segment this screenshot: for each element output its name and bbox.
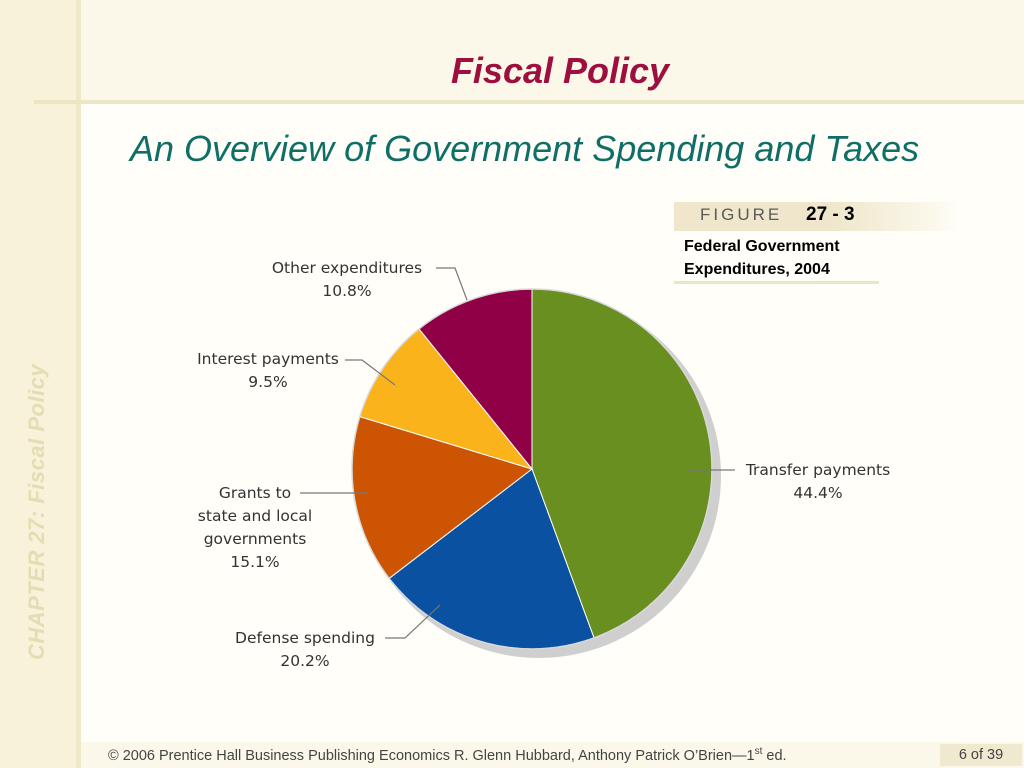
slide-subtitle: An Overview of Government Spending and T…	[130, 128, 920, 169]
title-divider	[34, 100, 1024, 104]
figure-label-band	[674, 202, 959, 231]
footer-band	[81, 742, 1024, 768]
leader-line	[385, 604, 441, 639]
figure-number: 27 - 3	[806, 204, 855, 225]
slice-label: Other expenditures	[272, 259, 422, 277]
figure-word: FIGURE	[700, 205, 783, 224]
leader-line	[345, 359, 396, 386]
slice-label: governments	[204, 530, 307, 548]
left-sidebar-band	[0, 0, 80, 768]
figure-caption-line: Expenditures, 2004	[684, 261, 830, 278]
footer-text-end: ed.	[762, 747, 787, 764]
footer-text: © 2006 Prentice Hall Business Publishing…	[108, 747, 755, 764]
page-number: 6 of 39	[940, 744, 1022, 766]
figure-caption-divider	[674, 281, 879, 284]
slice-value-label: 9.5%	[248, 373, 287, 391]
pie-outline	[351, 288, 713, 650]
left-sidebar-edge	[76, 0, 81, 768]
slice-value-label: 20.2%	[280, 652, 329, 670]
footer-credit: © 2006 Prentice Hall Business Publishing…	[108, 746, 787, 764]
figure-caption: Federal Government Expenditures, 2004	[684, 235, 884, 281]
title-band	[81, 0, 1024, 100]
slice-label: Transfer payments	[745, 461, 890, 479]
slice-label: Grants to	[219, 484, 291, 502]
leader-line	[436, 267, 468, 301]
slice-value-label: 10.8%	[322, 282, 371, 300]
figure-caption-line: Federal Government	[684, 238, 840, 255]
slice-value-label: 15.1%	[230, 553, 279, 571]
slide-title: Fiscal Policy	[450, 50, 670, 91]
footer-superscript: st	[754, 746, 763, 757]
slice-label: state and local	[198, 507, 312, 525]
slice-label: Interest payments	[197, 350, 339, 368]
slice-label: Defense spending	[235, 629, 375, 647]
slice-value-label: 44.4%	[793, 484, 842, 502]
